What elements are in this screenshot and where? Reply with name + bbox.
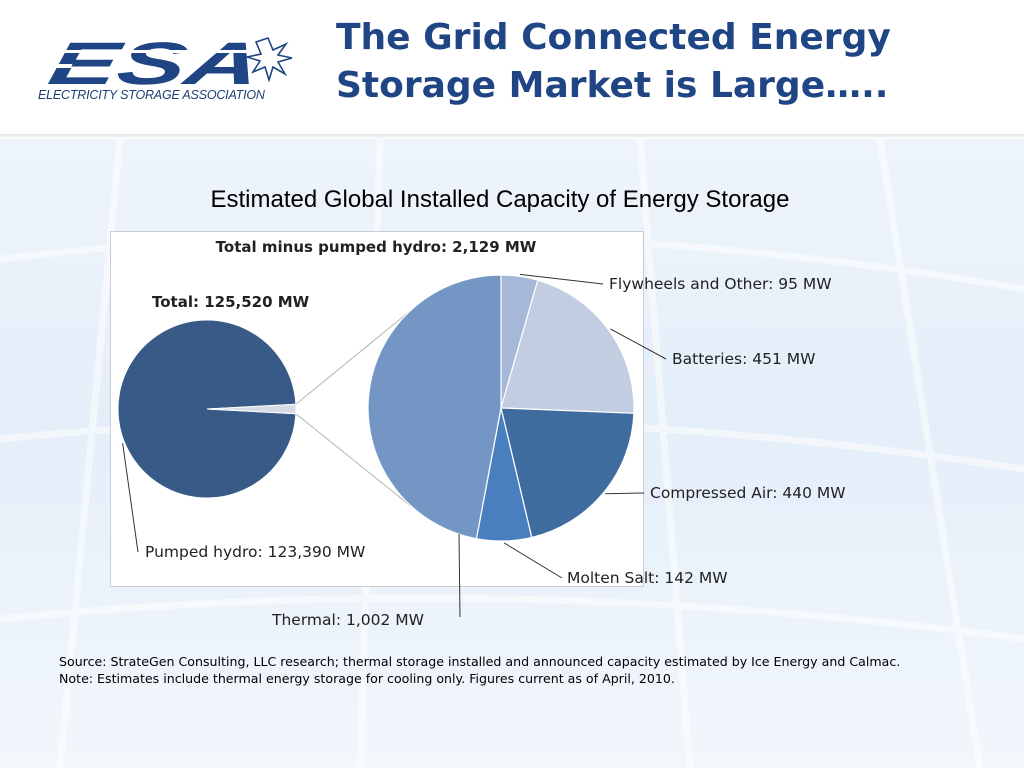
pie-slice-batteries <box>500 279 635 414</box>
detail-total-label: Total minus pumped hydro: 2,129 MW <box>216 238 537 256</box>
pie-slice-compressed-air <box>500 407 635 539</box>
label-flywheels: Flywheels and Other: 95 MW <box>609 275 832 293</box>
leader-molten-salt <box>503 542 563 579</box>
pie-slice-pumped-hydro <box>117 319 297 499</box>
page-title: The Grid Connected Energy Storage Market… <box>336 14 996 110</box>
esa-logo-mark: ESA <box>41 30 293 97</box>
pie-slice-other <box>206 403 297 415</box>
label-molten-salt: Molten Salt: 142 MW <box>567 569 728 587</box>
chart-frame: Total minus pumped hydro: 2,129 MW Total… <box>110 231 846 629</box>
connector-line-top <box>295 298 426 405</box>
note-line: Note: Estimates include thermal energy s… <box>59 671 675 686</box>
source-note: Source: StrateGen Consulting, LLC resear… <box>59 653 939 687</box>
star-icon <box>243 37 293 83</box>
source-line: Source: StrateGen Consulting, LLC resear… <box>59 654 901 669</box>
main-total-label: Total: 125,520 MW <box>152 293 310 311</box>
pie-slice-thermal <box>367 274 502 540</box>
esa-logo: ESA <box>30 28 300 106</box>
slide-header: ESA ELECTRICITY STORAGE ASSOCIATION The … <box>0 0 1024 137</box>
title-line-2: Storage Market is Large….. <box>336 65 889 106</box>
title-line-1: The Grid Connected Energy <box>336 17 891 58</box>
connector-line-bottom <box>295 413 420 514</box>
label-compressed-air: Compressed Air: 440 MW <box>650 484 846 502</box>
logo-text: ESA <box>43 30 267 97</box>
label-thermal: Thermal: 1,002 MW <box>271 611 424 629</box>
leader-batteries <box>610 328 667 360</box>
chart-heading: Estimated Global Installed Capacity of E… <box>210 186 790 213</box>
leader-pumped-hydro <box>122 443 139 553</box>
leader-flywheels <box>519 273 604 285</box>
leader-compressed-air <box>605 492 645 495</box>
logo-subtitle: ELECTRICITY STORAGE ASSOCIATION <box>38 88 265 102</box>
leader-thermal <box>458 533 461 618</box>
header-divider <box>0 134 1024 139</box>
label-batteries: Batteries: 451 MW <box>672 350 815 368</box>
label-pumped-hydro: Pumped hydro: 123,390 MW <box>145 543 365 561</box>
pie-of-pie-chart: Total minus pumped hydro: 2,129 MW Total… <box>117 238 846 629</box>
